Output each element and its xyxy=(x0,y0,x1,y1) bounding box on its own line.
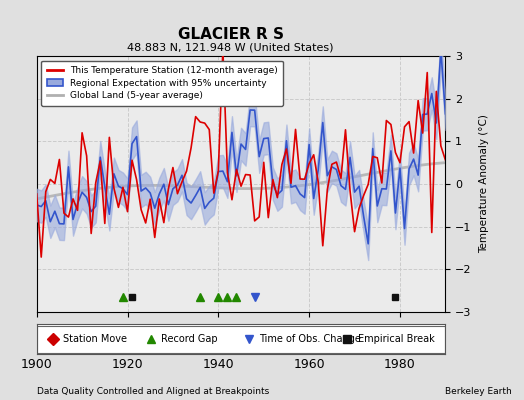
Text: 1980: 1980 xyxy=(384,358,416,371)
Text: 1960: 1960 xyxy=(293,358,325,371)
Text: 1900: 1900 xyxy=(21,358,52,371)
Text: GLACIER R S: GLACIER R S xyxy=(178,27,283,42)
FancyBboxPatch shape xyxy=(37,326,445,352)
Text: Record Gap: Record Gap xyxy=(161,334,218,344)
Text: Empirical Break: Empirical Break xyxy=(357,334,434,344)
Text: Data Quality Controlled and Aligned at Breakpoints: Data Quality Controlled and Aligned at B… xyxy=(37,387,269,396)
Text: Berkeley Earth: Berkeley Earth xyxy=(445,387,512,396)
Text: Time of Obs. Change: Time of Obs. Change xyxy=(259,334,362,344)
Text: 1920: 1920 xyxy=(112,358,144,371)
Text: 1940: 1940 xyxy=(202,358,234,371)
Text: 48.883 N, 121.948 W (United States): 48.883 N, 121.948 W (United States) xyxy=(127,42,334,52)
Y-axis label: Temperature Anomaly (°C): Temperature Anomaly (°C) xyxy=(478,114,488,254)
Legend: This Temperature Station (12-month average), Regional Expectation with 95% uncer: This Temperature Station (12-month avera… xyxy=(41,60,283,106)
Text: Station Move: Station Move xyxy=(63,334,127,344)
